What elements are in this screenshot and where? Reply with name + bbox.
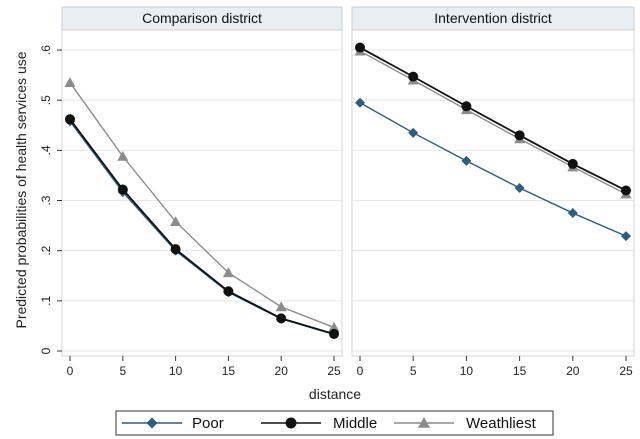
x-tick-label: 25 — [619, 364, 633, 378]
x-tick-label: 25 — [327, 364, 341, 378]
series-line-weathliest — [69, 82, 335, 329]
series-line-weathliest — [359, 50, 627, 195]
data-point-poor — [461, 155, 472, 166]
x-axis-title: distance — [309, 386, 361, 402]
data-point-poor — [355, 97, 365, 108]
data-point-middle — [223, 286, 234, 297]
data-point-poor — [408, 127, 419, 138]
y-tick-label: .2 — [39, 245, 53, 255]
x-tick-label: 10 — [460, 364, 474, 378]
legend: Poor Middle Weathliest — [115, 410, 554, 436]
y-tick-label: .4 — [39, 145, 53, 155]
data-point-weathliest — [222, 267, 234, 278]
data-point-middle — [514, 130, 525, 141]
data-point-middle — [567, 158, 578, 169]
panel-1: Comparison district 0 .1 .2 .3 .4 .5 .6 0 5 10 15 20… — [39, 6, 343, 378]
legend-marker — [418, 417, 430, 428]
data-point-middle — [329, 328, 339, 339]
data-point-weathliest — [275, 301, 287, 312]
legend-marker — [146, 417, 158, 429]
legend-label: Weathliest — [466, 415, 537, 432]
x-tick-label: 15 — [222, 364, 236, 378]
x-tick-label: 0 — [67, 364, 74, 378]
data-point-weathliest — [64, 77, 76, 88]
data-point-weathliest — [328, 321, 340, 332]
x-tick-label: 20 — [566, 364, 580, 378]
series-line-middle — [69, 118, 335, 335]
data-point-middle — [117, 184, 128, 195]
data-point-middle — [621, 185, 631, 196]
panel-title: Comparison district — [142, 10, 262, 26]
y-axis-title: Predicted probabilities of health servic… — [13, 51, 29, 328]
series-line-middle — [359, 46, 627, 192]
y-tick-label: .3 — [39, 195, 53, 205]
data-point-middle — [461, 101, 472, 112]
x-tick-label: 0 — [357, 364, 364, 378]
panel-2: Intervention district 0 5 10 15 20 25 — [351, 6, 635, 378]
plot-area — [61, 29, 343, 357]
data-point-poor — [514, 182, 525, 193]
data-point-poor — [567, 208, 578, 219]
legend-box — [115, 410, 554, 436]
legend-item-poor: Poor — [122, 415, 224, 432]
data-point-middle — [170, 244, 181, 255]
legend-label: Poor — [192, 415, 224, 432]
data-point-middle — [355, 42, 365, 53]
data-point-middle — [65, 114, 75, 125]
legend-label: Middle — [333, 415, 377, 432]
x-tick-label: 5 — [119, 364, 126, 378]
data-point-weathliest — [117, 150, 129, 161]
legend-marker — [285, 417, 297, 429]
data-point-weathliest — [170, 216, 182, 226]
x-tick-label: 5 — [410, 364, 417, 378]
data-point-poor — [621, 231, 631, 242]
data-point-middle — [276, 313, 287, 324]
legend-item-weathliest: Weathliest — [394, 415, 537, 432]
legend-item-middle: Middle — [261, 415, 377, 432]
x-tick-label: 10 — [169, 364, 183, 378]
y-tick-label: .5 — [39, 95, 53, 105]
x-tick-label: 15 — [513, 364, 527, 378]
y-tick-label: 0 — [39, 347, 53, 354]
x-tick-label: 20 — [275, 364, 289, 378]
panel-title: Intervention district — [434, 10, 552, 26]
plot-area — [351, 29, 635, 357]
y-tick-label: .6 — [39, 45, 53, 55]
y-tick-label: .1 — [39, 296, 53, 306]
data-point-middle — [408, 71, 419, 82]
series-line-poor — [359, 102, 627, 237]
